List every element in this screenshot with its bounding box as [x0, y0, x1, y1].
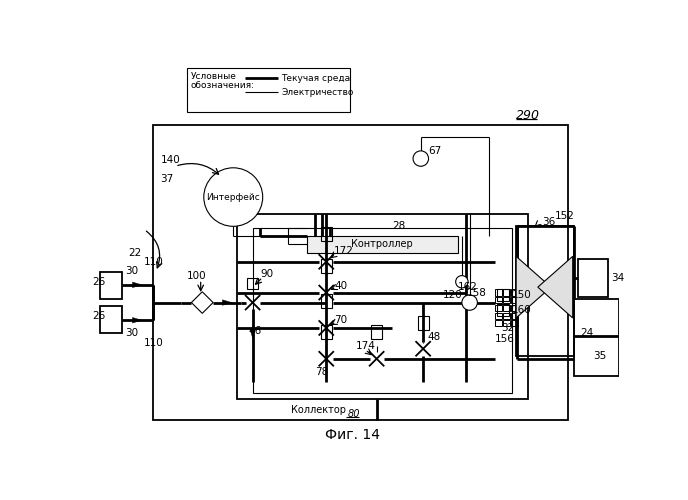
Bar: [503, 312, 510, 318]
Bar: [510, 297, 517, 304]
Bar: [100, 306, 122, 334]
Bar: [247, 278, 258, 288]
Text: 172: 172: [334, 246, 354, 256]
Text: 26: 26: [92, 312, 105, 322]
Circle shape: [204, 168, 263, 226]
Bar: [516, 226, 574, 356]
Text: 46: 46: [249, 326, 262, 336]
Bar: [307, 236, 458, 252]
Text: 70: 70: [334, 316, 347, 326]
Text: 28: 28: [392, 220, 405, 230]
Bar: [495, 320, 502, 326]
Text: 67: 67: [429, 146, 442, 156]
Bar: [497, 288, 509, 301]
Text: Контроллер: Контроллер: [351, 239, 413, 249]
Polygon shape: [133, 318, 142, 323]
Text: 100: 100: [186, 270, 206, 280]
Circle shape: [455, 276, 468, 288]
Bar: [503, 297, 510, 304]
Bar: [418, 316, 429, 330]
Bar: [497, 304, 509, 316]
Text: 78: 78: [314, 367, 328, 377]
Bar: [153, 126, 568, 420]
Text: 26: 26: [92, 277, 105, 287]
Text: 174: 174: [356, 342, 376, 351]
Bar: [495, 312, 502, 318]
Polygon shape: [222, 300, 232, 306]
Text: 48: 48: [427, 332, 440, 342]
Bar: [321, 258, 332, 272]
Bar: [252, 228, 513, 394]
Polygon shape: [191, 292, 213, 314]
Text: 37: 37: [160, 174, 173, 184]
Text: 152: 152: [555, 212, 574, 222]
Text: 30: 30: [125, 266, 138, 276]
Text: Электричество: Электричество: [281, 88, 354, 97]
Bar: [372, 325, 382, 338]
Text: 30: 30: [125, 328, 138, 338]
Polygon shape: [516, 256, 551, 318]
Bar: [321, 294, 332, 308]
Text: 24: 24: [581, 328, 594, 338]
Bar: [495, 290, 502, 296]
Text: 140: 140: [160, 155, 180, 165]
Bar: [510, 320, 517, 326]
Text: Коллектор: Коллектор: [292, 406, 346, 415]
Text: 110: 110: [144, 338, 164, 348]
Circle shape: [462, 295, 477, 310]
Bar: [495, 305, 502, 311]
Text: 290: 290: [516, 109, 540, 122]
Text: обозначения:: обозначения:: [191, 81, 255, 90]
Polygon shape: [133, 282, 142, 288]
Text: 90: 90: [260, 269, 274, 279]
Text: 150: 150: [513, 290, 532, 300]
Text: 36: 36: [541, 216, 555, 226]
Bar: [503, 320, 510, 326]
Text: Фиг. 14: Фиг. 14: [325, 428, 380, 442]
Text: 22: 22: [129, 248, 142, 258]
Text: 162: 162: [458, 282, 478, 292]
Text: 160: 160: [513, 305, 532, 316]
Bar: [321, 227, 332, 241]
Bar: [503, 290, 510, 296]
Text: 32: 32: [502, 323, 515, 333]
Bar: [186, 68, 350, 112]
Text: Условные: Условные: [191, 72, 237, 82]
Text: Интерфейс: Интерфейс: [206, 192, 260, 202]
Polygon shape: [250, 328, 255, 338]
Text: 156: 156: [495, 334, 515, 344]
Text: 110: 110: [144, 256, 164, 266]
Text: 35: 35: [594, 352, 607, 362]
Polygon shape: [538, 256, 572, 318]
Bar: [321, 325, 332, 338]
Text: 80: 80: [347, 409, 360, 419]
Bar: [574, 298, 619, 376]
Bar: [100, 272, 122, 298]
Bar: [495, 297, 502, 304]
Text: 120: 120: [442, 290, 462, 300]
Bar: [510, 305, 517, 311]
Text: 34: 34: [611, 273, 624, 283]
Text: Текучая среда: Текучая среда: [281, 74, 350, 83]
Circle shape: [413, 151, 429, 166]
Bar: [237, 214, 528, 399]
Text: 40: 40: [334, 280, 347, 290]
Bar: [510, 312, 517, 318]
Bar: [503, 305, 510, 311]
Text: 158: 158: [467, 288, 487, 298]
Bar: [578, 258, 608, 297]
Bar: [510, 290, 517, 296]
